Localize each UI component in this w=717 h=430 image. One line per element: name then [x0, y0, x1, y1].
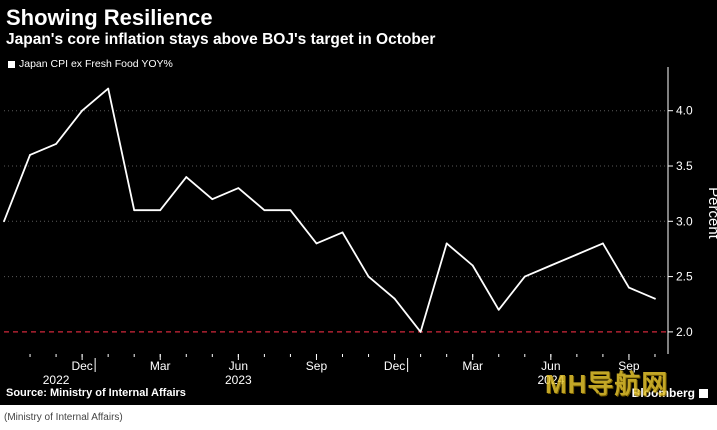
footnote: (Ministry of Internal Affairs): [4, 412, 123, 423]
x-tick-label: Dec: [71, 359, 92, 373]
legend-swatch: [8, 60, 15, 68]
data-point: [159, 209, 162, 212]
year-label: 2023: [225, 373, 252, 387]
chart-title: Showing Resilience: [6, 5, 213, 30]
series-line: [3, 87, 656, 333]
year-label: 2022: [43, 373, 70, 387]
bloomberg-icon: [699, 389, 708, 398]
source-note: Source: Ministry of Internal Affairs: [6, 387, 186, 399]
y-tick-label: 2.5: [676, 270, 693, 284]
data-point: [523, 275, 526, 278]
y-tick-label: 3.0: [676, 214, 693, 228]
x-tick-label: Jun: [229, 359, 248, 373]
data-point: [315, 242, 318, 245]
data-point: [393, 297, 396, 300]
data-point: [341, 231, 344, 234]
data-point: [29, 154, 31, 156]
data-point: [3, 220, 5, 223]
data-point: [263, 209, 266, 212]
x-tick-label: Dec: [384, 359, 405, 373]
data-point: [549, 264, 552, 267]
data-point: [133, 209, 136, 212]
data-point: [107, 87, 110, 90]
data-point: [55, 142, 57, 145]
x-tick-label: Mar: [462, 359, 483, 373]
y-axis-label: Percent: [705, 187, 717, 240]
data-point: [419, 330, 422, 333]
x-tick-label: Jun: [541, 359, 560, 373]
data-point: [654, 297, 656, 300]
y-tick-label: 3.5: [676, 159, 693, 173]
brand-label: Bloomberg: [631, 386, 695, 400]
chart-panel: [0, 0, 717, 405]
x-tick-label: Sep: [306, 359, 328, 373]
data-point: [211, 198, 214, 201]
y-tick-label: 4.0: [676, 104, 693, 118]
data-point: [289, 209, 292, 212]
data-point: [237, 187, 240, 190]
legend-label: Japan CPI ex Fresh Food YOY%: [19, 58, 173, 70]
year-label: 2024: [537, 373, 564, 387]
data-point: [81, 109, 84, 112]
watermark: MH导航网: [545, 369, 669, 399]
chart-subtitle: Japan's core inflation stays above BOJ's…: [6, 31, 436, 48]
y-tick-label: 2.0: [676, 325, 693, 339]
data-point: [445, 242, 448, 245]
data-point: [367, 275, 370, 278]
line-chart: 2.0 2.5 3.0 3.5 4.0 Percent Dec Mar Jun Sep Dec Mar…: [3, 67, 717, 387]
data-point: [497, 308, 500, 311]
data-point: [628, 286, 630, 289]
data-point: [575, 253, 578, 256]
data-point: [602, 242, 604, 245]
x-tick-label: Mar: [150, 359, 171, 373]
x-tick-label: Sep: [618, 359, 640, 373]
legend: Japan CPI ex Fresh Food YOY%: [8, 58, 173, 70]
data-point: [471, 264, 474, 267]
data-point: [185, 176, 188, 178]
